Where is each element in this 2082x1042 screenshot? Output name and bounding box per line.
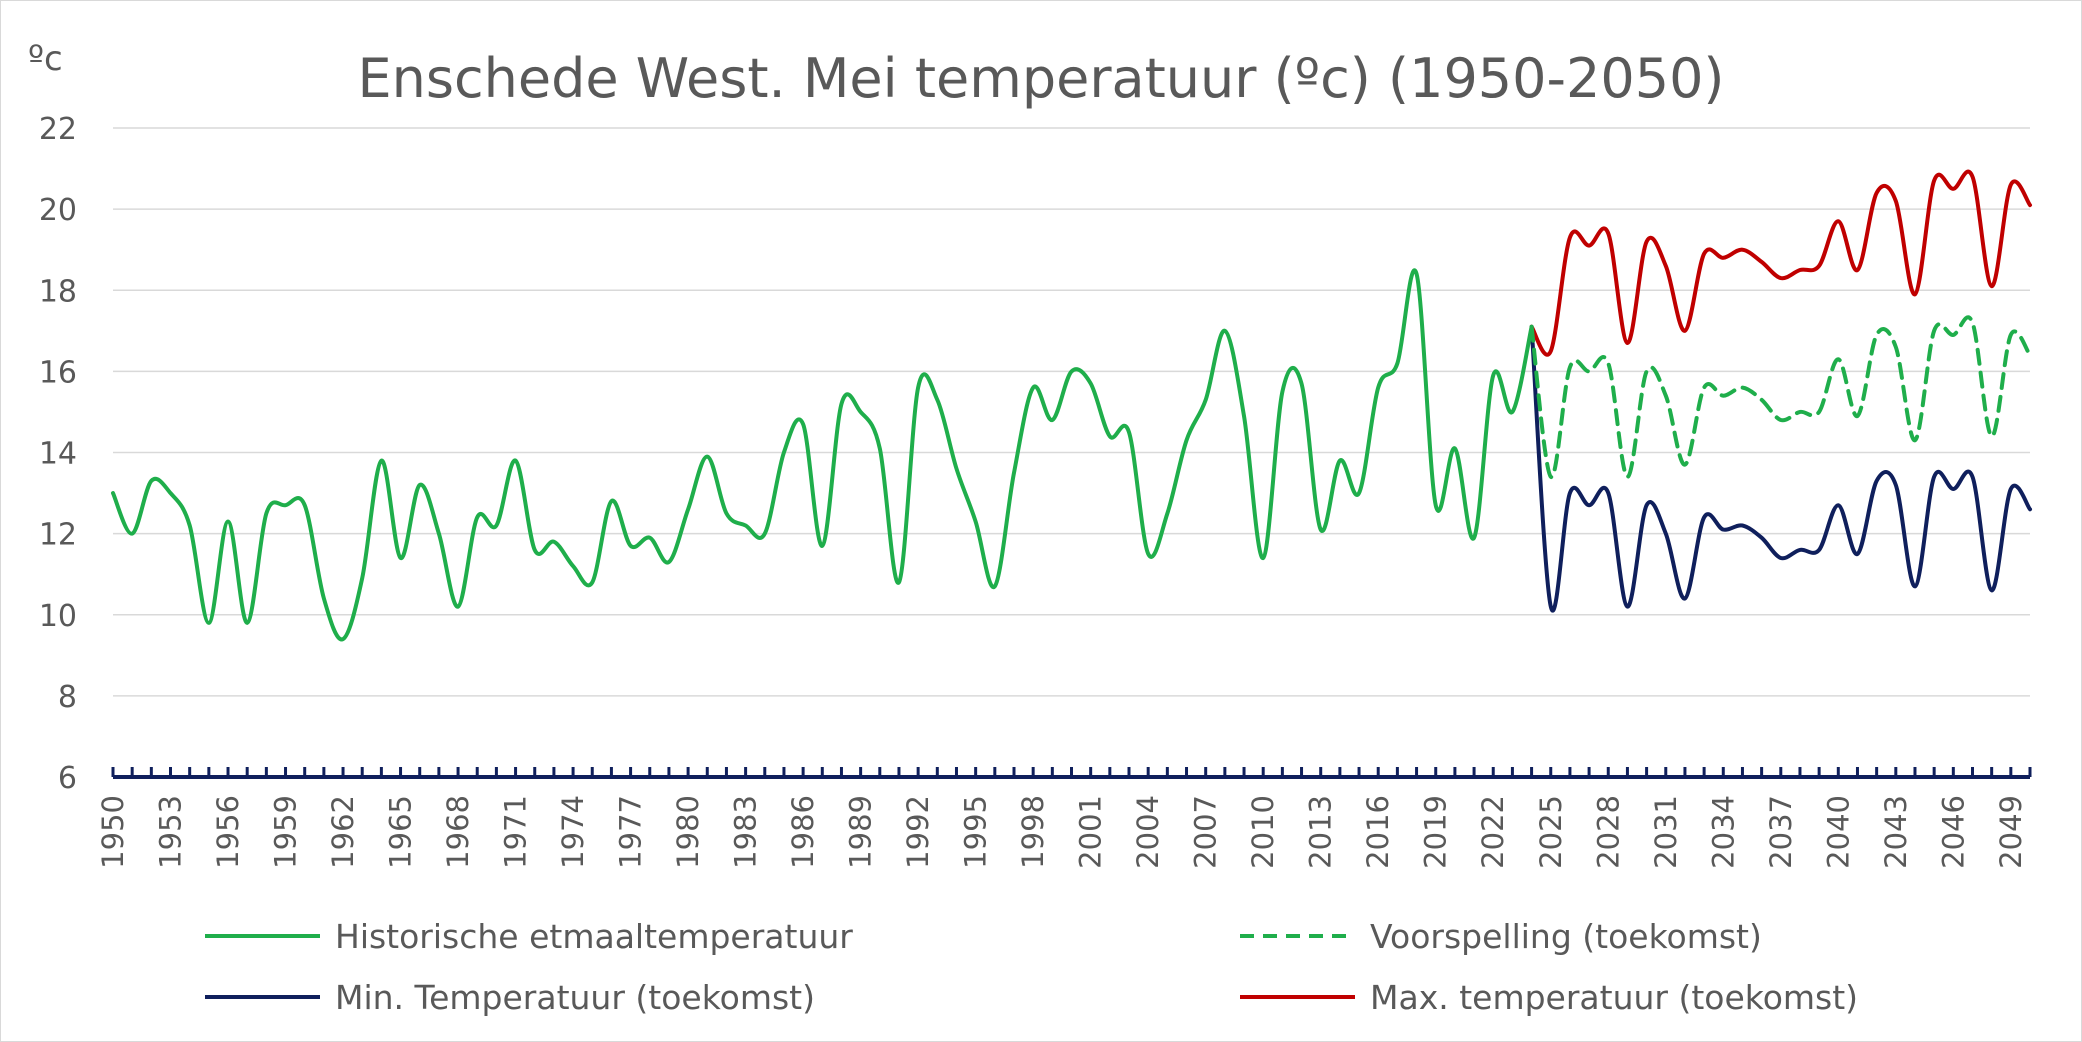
x-tick-label: 2025	[1534, 795, 1568, 869]
series-line-max-temperatuur-toekomst	[1529, 169, 2032, 357]
x-tick-label: 1998	[1016, 795, 1050, 869]
x-tick-label: 2031	[1649, 795, 1683, 869]
legend-label: Max. temperatuur (toekomst)	[1370, 978, 1858, 1017]
y-axis-unit-label: ºc	[28, 39, 63, 79]
x-tick-label: 2022	[1476, 795, 1510, 869]
series-line-min-temperatuur-toekomst	[1529, 324, 2032, 613]
x-tick-label: 1974	[556, 795, 590, 869]
x-tick-label: 1968	[441, 795, 475, 869]
chart-title: Enschede West. Mei temperatuur (ºc) (195…	[357, 47, 1724, 110]
x-tick-label: 2046	[1936, 795, 1970, 869]
x-tick-label: 1992	[901, 795, 935, 869]
legend-label: Historische etmaaltemperatuur	[335, 917, 853, 956]
legend-label: Voorspelling (toekomst)	[1370, 917, 1762, 956]
x-tick-label: 1971	[499, 795, 533, 869]
x-tick-label: 1953	[154, 795, 188, 869]
gridlines	[113, 127, 2030, 697]
x-tick-label: 1977	[614, 795, 648, 869]
x-tick-label: 1980	[671, 795, 705, 869]
series-line-voorspelling-toekomst	[1529, 315, 2032, 479]
y-tick-label: 20	[39, 193, 77, 228]
x-tick-label: 2040	[1821, 795, 1855, 869]
x-axis: 1950 1953 1956 1959 1962 1965 1968 1971 1974 1977…	[96, 767, 2032, 869]
y-tick-label: 10	[39, 599, 77, 634]
series-line-historische-etmaaltemperatuur	[111, 268, 1534, 642]
legend-item: Historische etmaaltemperatuur	[205, 917, 853, 956]
x-tick-label: 1956	[211, 795, 245, 869]
legend-item: Voorspelling (toekomst)	[1240, 917, 1762, 956]
x-tick-label: 1995	[959, 795, 993, 869]
x-tick-label: 2013	[1304, 795, 1338, 869]
x-tick-label: 2034	[1706, 795, 1740, 869]
x-tick-label: 1983	[729, 795, 763, 869]
y-axis-ticks: 6 8 10 12 14 16 18 20 22	[39, 112, 77, 796]
legend-item: Max. temperatuur (toekomst)	[1240, 978, 1858, 1017]
x-tick-label: 1986	[786, 795, 820, 869]
x-tick-label: 2004	[1131, 795, 1165, 869]
legend: Historische etmaaltemperatuur Voorspellin…	[205, 917, 1858, 1017]
x-tick-label: 1959	[269, 795, 303, 869]
y-tick-label: 18	[39, 274, 77, 309]
y-tick-label: 16	[39, 355, 77, 390]
y-tick-label: 22	[39, 112, 77, 147]
x-tick-label: 2007	[1189, 795, 1223, 869]
x-tick-label: 1989	[844, 795, 878, 869]
x-tick-label: 2016	[1361, 795, 1395, 869]
legend-label: Min. Temperatuur (toekomst)	[335, 978, 815, 1017]
y-tick-label: 12	[39, 518, 77, 553]
y-tick-label: 8	[58, 680, 77, 715]
y-tick-label: 6	[58, 761, 77, 796]
x-tick-label: 2043	[1879, 795, 1913, 869]
x-tick-label: 2001	[1074, 795, 1108, 869]
x-tick-label: 2049	[1994, 795, 2028, 869]
x-tick-label: 1962	[326, 795, 360, 869]
x-tick-label: 1965	[384, 795, 418, 869]
x-tick-label: 2028	[1591, 795, 1625, 869]
series-lines	[111, 169, 2032, 642]
y-tick-label: 14	[39, 437, 77, 472]
x-tick-label: 2010	[1246, 795, 1280, 869]
legend-item: Min. Temperatuur (toekomst)	[205, 978, 815, 1017]
x-tick-label: 1950	[96, 795, 130, 869]
x-tick-label: 2019	[1419, 795, 1453, 869]
x-tick-label: 2037	[1764, 795, 1798, 869]
